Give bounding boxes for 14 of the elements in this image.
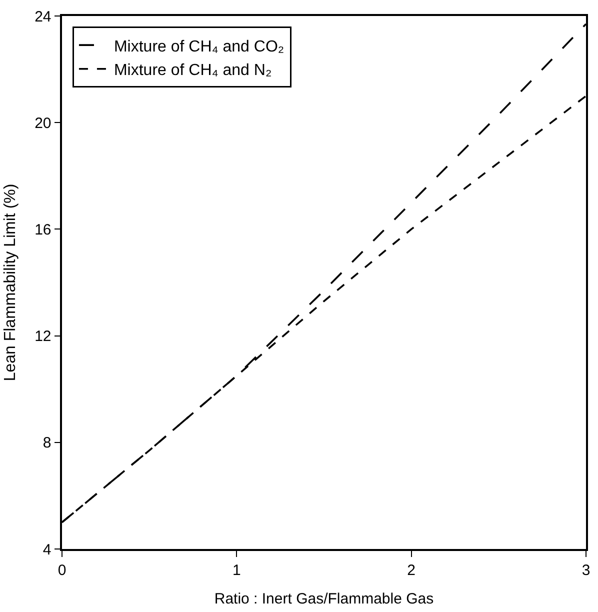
- x-axis-title: Ratio : Inert Gas/Flammable Gas: [214, 590, 434, 608]
- x-tick-label: 3: [582, 562, 590, 579]
- x-tick-label: 1: [232, 562, 241, 579]
- legend-label: Mixture of CH₄ and N₂: [114, 62, 272, 80]
- y-tick-label: 16: [34, 221, 52, 238]
- y-tick-label: 4: [42, 541, 52, 558]
- y-tick-label: 20: [34, 114, 52, 132]
- y-tick-label: 12: [34, 328, 52, 346]
- x-tick-label: 2: [407, 562, 416, 579]
- legend-label: Mixture of CH₄ and CO₂: [114, 38, 284, 56]
- y-tick-label: 24: [34, 8, 52, 26]
- y-tick-label: 8: [42, 434, 52, 452]
- x-tick-label: 0: [58, 562, 66, 579]
- y-axis-title: Lean Flammability Limit (%): [2, 184, 19, 382]
